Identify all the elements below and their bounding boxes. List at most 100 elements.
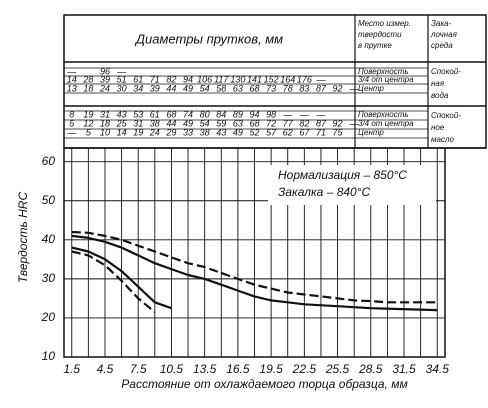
medium: масло [431,135,454,144]
cell: — [282,109,293,119]
cell: — [349,118,360,128]
location: 3/4 от центра [358,75,414,84]
cell: 176 [297,74,312,84]
cell: 39 [150,83,160,93]
cell: 61 [133,74,143,84]
cell: — [66,127,77,137]
y-tick-label: 30 [42,271,56,285]
medium-header: среда [431,41,453,50]
cell: 5 [86,127,92,137]
cell: 18 [83,83,93,93]
annotation: Закалка – 840°C [278,185,371,199]
medium: вода [431,91,449,100]
cell: 14 [67,74,77,84]
cell: — [315,74,326,84]
x-tick-label: 19.5 [259,362,283,376]
cell: 67 [299,127,310,137]
cell: 96 [100,66,110,76]
cell: 19 [133,127,143,137]
cell: 33 [183,127,193,137]
cell: 152 [264,74,279,84]
cell: 49 [183,118,193,128]
cell: 106 [197,74,212,84]
cell: 94 [183,74,193,84]
cell: 30 [117,83,127,93]
cell: 74 [183,109,193,119]
cell: 18 [100,118,110,128]
cell: — [315,109,326,119]
x-tick-label: 28.5 [358,362,383,376]
curve [71,230,438,304]
y-tick-label: 10 [42,349,56,363]
x-tick-label: 7.5 [130,362,147,376]
measure-header: в прутке [358,41,392,50]
cell: 10 [100,127,110,137]
cell: 44 [166,83,176,93]
cell: 72 [266,118,276,128]
cell: 54 [200,118,210,128]
cell: 49 [183,83,193,93]
x-tick-label: 13.5 [193,362,217,376]
medium-header: Зака- [431,19,452,28]
x-tick-label: 25.5 [325,362,350,376]
cell: 31 [133,118,143,128]
cell: 57 [266,127,277,137]
cell: 80 [200,109,210,119]
cell: 89 [233,109,243,119]
y-axis-label: Твердость HRC [16,192,30,284]
medium: ная [431,79,445,88]
y-tick-label: 60 [42,154,56,168]
x-tick-label: 31.5 [392,362,416,376]
cell: 78 [283,83,293,93]
x-tick-label: 1.5 [63,362,80,376]
x-tick-label: 34.5 [426,362,450,376]
cell: 68 [249,83,259,93]
cell: 43 [117,109,127,119]
cell: 73 [266,83,276,93]
cell: 44 [166,118,176,128]
x-tick-label: 22.5 [292,362,317,376]
cell: 8 [69,109,74,119]
measure-header: Место измер. [358,19,411,28]
cell: 71 [150,74,160,84]
cell: 82 [166,74,176,84]
cell: 87 [316,83,327,93]
cell: 98 [266,109,276,119]
cell: 38 [150,118,160,128]
cell: — [349,83,360,93]
cell: 25 [116,118,128,128]
location: Поверхность [358,110,409,119]
location: Центр [358,128,384,137]
cell: 58 [216,83,226,93]
cell: 12 [83,118,93,128]
cell: 130 [230,74,245,84]
medium: Спокой- [431,111,461,120]
cell: 59 [216,118,226,128]
cell: 52 [249,127,259,137]
cell: 51 [117,74,127,84]
cell: 87 [316,118,327,128]
cell: 63 [233,118,243,128]
cell: 13 [67,83,77,93]
cell: 63 [233,83,243,93]
cell: 68 [166,109,176,119]
cell: 94 [249,109,259,119]
cell: 49 [233,127,243,137]
cell: 75 [333,127,344,137]
cell: 43 [216,127,226,137]
location: Поверхность [358,67,409,76]
y-tick-label: 20 [41,310,56,324]
medium: ное [431,123,445,132]
table-title: Диаметры прутков, мм [134,31,283,46]
cell: 19 [83,109,93,119]
cell: 82 [299,118,309,128]
cell: 164 [280,74,295,84]
cell: 24 [99,83,110,93]
location: 3/4 от центра [358,119,414,128]
cell: — [299,109,310,119]
y-tick-label: 40 [42,232,56,246]
cell: 77 [283,118,294,128]
cell: 29 [165,127,176,137]
cell: 83 [299,83,309,93]
